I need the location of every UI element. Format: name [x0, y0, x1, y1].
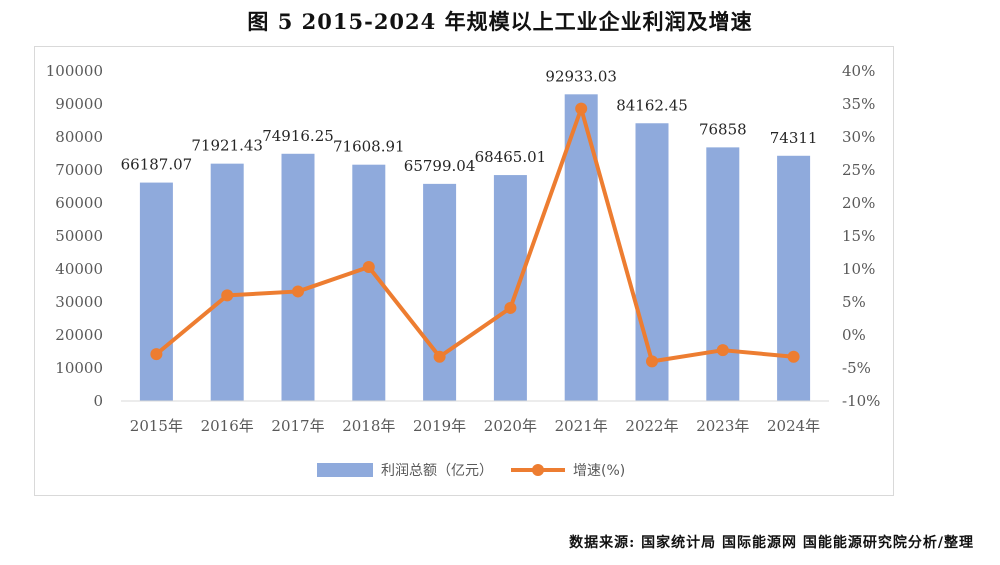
x-axis-tick: 2020年 — [484, 417, 537, 435]
growth-point-8 — [716, 344, 729, 357]
x-axis-tick: 2017年 — [271, 417, 324, 435]
legend-line-marker — [532, 464, 544, 476]
left-axis-tick: 10000 — [55, 359, 103, 377]
bar-data-label: 92933.03 — [545, 67, 617, 85]
x-axis-ticks: 2015年 2016年 2017年 2018年 2019年 2020年 2021年 2022年… — [130, 417, 820, 435]
bar-9 — [777, 155, 811, 401]
left-axis-tick: 30000 — [55, 293, 103, 311]
x-axis-tick: 2018年 — [342, 417, 395, 435]
right-axis-ticks: -10% -5% 0% 5% 10% 15% 20% 25% 30% 35% 40% — [842, 62, 880, 410]
right-axis-tick: 25% — [842, 161, 875, 179]
growth-point-3 — [362, 261, 375, 274]
growth-point-5 — [504, 301, 517, 314]
x-axis-tick: 2022年 — [625, 417, 678, 435]
left-axis-ticks: 0 10000 20000 30000 40000 50000 60000 70000 8000… — [46, 62, 103, 410]
left-axis-tick: 70000 — [55, 161, 103, 179]
right-axis-tick: 35% — [842, 95, 875, 113]
growth-point-1 — [221, 289, 234, 302]
bar-data-label: 84162.45 — [616, 96, 688, 114]
right-axis-tick: 10% — [842, 260, 875, 278]
growth-point-2 — [292, 285, 304, 298]
left-axis-tick: 80000 — [55, 128, 103, 146]
left-axis-tick: 20000 — [55, 326, 103, 344]
left-axis-tick: 50000 — [55, 227, 103, 245]
bar-data-label: 66187.07 — [121, 156, 193, 174]
legend-bar-label: 利润总额（亿元） — [381, 463, 493, 479]
right-axis-tick: 0% — [842, 326, 866, 344]
bar-data-label: 71608.91 — [333, 138, 405, 156]
left-axis-tick: 90000 — [55, 95, 103, 113]
x-axis-tick: 2024年 — [767, 417, 820, 435]
bar-5 — [493, 175, 527, 401]
left-axis-tick: 100000 — [46, 62, 103, 80]
bar-8 — [706, 147, 740, 401]
growth-point-0 — [150, 348, 163, 361]
chart-title: 图 5 2015-2024 年规模以上工业企业利润及增速 — [247, 9, 753, 34]
bar-data-label: 65799.04 — [404, 157, 476, 175]
x-axis-tick: 2023年 — [696, 417, 749, 435]
source-note: 数据来源: 国家统计局 国际能源网 国能能源研究院分析/整理 — [569, 535, 974, 551]
bar-1 — [210, 163, 244, 401]
legend-line-label: 增速(%) — [573, 463, 625, 479]
right-axis-tick: 40% — [842, 62, 875, 80]
right-axis-tick: 20% — [842, 194, 875, 212]
bar-data-label: 74311 — [770, 129, 818, 147]
combo-chart: 66187.0771921.4374916.2571608.9165799.04… — [46, 62, 881, 479]
right-axis-tick: -10% — [842, 392, 880, 410]
bar-data-label: 74916.25 — [262, 127, 334, 145]
left-axis-tick: 40000 — [55, 260, 103, 278]
bar-2 — [281, 153, 315, 401]
growth-line-layer — [150, 102, 800, 368]
right-axis-tick: 5% — [842, 293, 866, 311]
x-axis-tick: 2021年 — [555, 417, 608, 435]
growth-point-7 — [646, 355, 658, 368]
x-axis-tick: 2019年 — [413, 417, 466, 435]
bar-data-label: 68465.01 — [475, 148, 547, 166]
bar-data-label: 71921.43 — [191, 137, 263, 155]
growth-point-4 — [433, 350, 446, 363]
right-axis-tick: -5% — [842, 359, 871, 377]
right-axis-tick: 15% — [842, 227, 875, 245]
legend: 利润总额（亿元） 增速(%) — [317, 463, 625, 479]
growth-point-9 — [787, 350, 800, 363]
chart-frame: 66187.07 71921.43 74916.25 71608.91 65799.04… — [34, 46, 894, 496]
x-axis-tick: 2015年 — [130, 417, 183, 435]
bar-0 — [139, 182, 173, 401]
x-axis-tick: 2016年 — [201, 417, 254, 435]
left-axis-tick: 0 — [93, 392, 103, 410]
bar-data-label: 76858 — [699, 120, 747, 138]
bar-labels-layer: 66187.0771921.4374916.2571608.9165799.04… — [121, 67, 818, 175]
growth-point-6 — [575, 102, 588, 115]
growth-line — [155, 106, 794, 364]
left-axis-tick: 60000 — [55, 194, 103, 212]
legend-bar-swatch — [317, 463, 373, 477]
bar-4 — [423, 183, 457, 401]
right-axis-tick: 30% — [842, 128, 875, 146]
